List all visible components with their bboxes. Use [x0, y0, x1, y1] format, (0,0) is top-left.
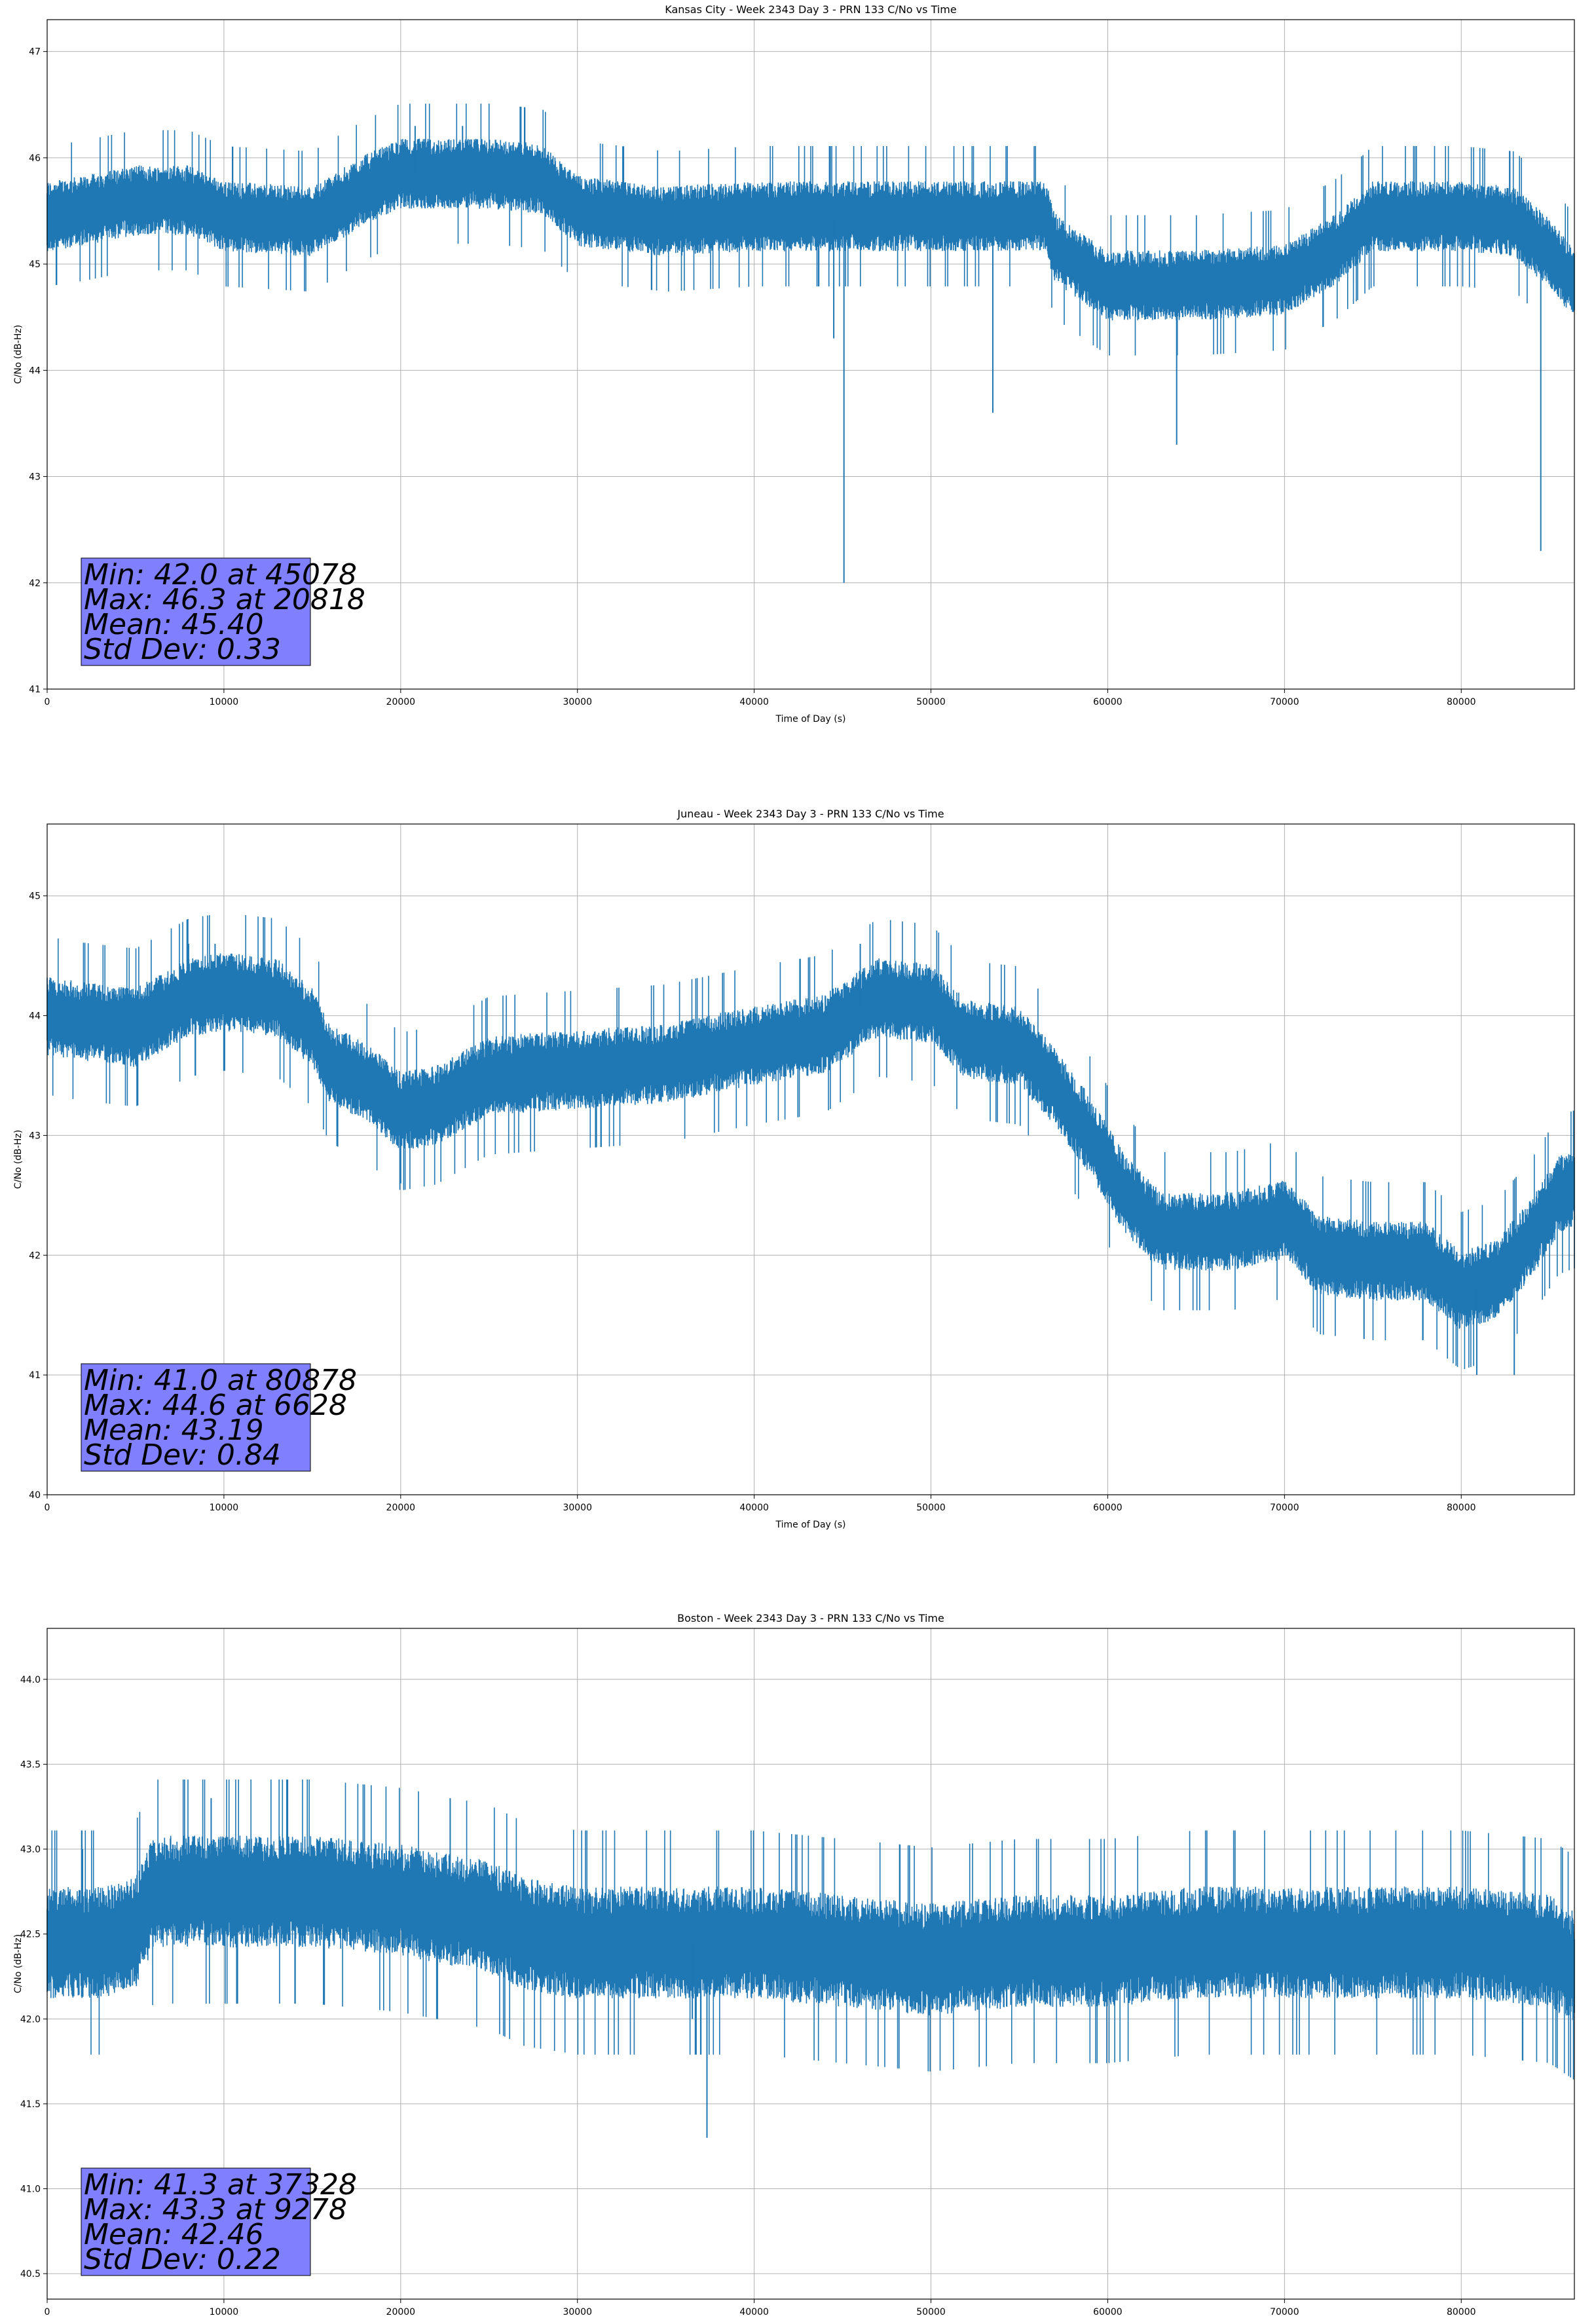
- signal-trace: [46, 1779, 1575, 2080]
- chart-title: Boston - Week 2343 Day 3 - PRN 133 C/No …: [677, 1612, 944, 1624]
- stats-line: Min: 41.0 at 80878: [84, 1364, 357, 1397]
- x-tick-label: 60000: [1093, 2307, 1122, 2317]
- x-tick-label: 10000: [210, 2307, 239, 2317]
- x-tick-label: 40000: [739, 2307, 769, 2317]
- x-tick-label: 80000: [1447, 697, 1476, 707]
- stats-line: Mean: 42.46: [84, 2218, 264, 2251]
- x-tick-label: 20000: [386, 1503, 416, 1513]
- x-tick-label: 20000: [386, 2307, 416, 2317]
- y-tick-label: 43.5: [20, 1759, 41, 1770]
- stats-line: Max: 44.6 at 6628: [84, 1389, 347, 1422]
- x-tick-label: 70000: [1270, 1503, 1299, 1513]
- x-tick-label: 50000: [916, 697, 946, 707]
- x-tick-label: 30000: [563, 2307, 592, 2317]
- stats-line: Min: 42.0 at 45078: [84, 558, 357, 591]
- y-tick-label: 44: [29, 365, 41, 376]
- chart-panel-1: 0 10000 20000 30000 40000 50000 60000 70000 8000…: [13, 3, 1575, 724]
- y-axis-label: C/No (dB-Hz): [13, 1130, 24, 1189]
- stats-line: Std Dev: 0.84: [84, 1438, 281, 1472]
- y-tick-label: 43: [29, 472, 41, 483]
- y-tick-label: 41.0: [20, 2184, 41, 2194]
- chart-title: Juneau - Week 2343 Day 3 - PRN 133 C/No …: [677, 808, 944, 820]
- stats-line: Std Dev: 0.33: [84, 633, 281, 666]
- x-tick-label: 60000: [1093, 697, 1122, 707]
- x-tick-label: 80000: [1447, 1503, 1476, 1513]
- x-tick-label: 0: [45, 2307, 50, 2317]
- axes-frame: [46, 19, 1575, 690]
- stats-box: [81, 1363, 311, 1472]
- x-tick-label: 30000: [563, 1503, 592, 1513]
- y-tick-label: 45: [29, 891, 41, 902]
- chart-title: Kansas City - Week 2343 Day 3 - PRN 133 …: [665, 3, 956, 16]
- y-axis-label: C/No (dB-Hz): [13, 325, 24, 384]
- x-axis-label: Time of Day (s): [775, 714, 846, 724]
- stats-box: [81, 2167, 311, 2276]
- y-tick-label: 44: [29, 1011, 41, 1022]
- chart-panel-3: 0 10000 20000 30000 40000 50000 60000 70000 8000…: [13, 1612, 1575, 2317]
- y-tick-label: 40.5: [20, 2269, 41, 2279]
- y-tick-label: 42: [29, 1250, 41, 1261]
- y-tick-label: 42.0: [20, 2014, 41, 2025]
- x-tick-label: 40000: [739, 1503, 769, 1513]
- chart-panel-2: 0 10000 20000 30000 40000 50000 60000 70000 8000…: [13, 808, 1575, 1530]
- y-tick-label: 45: [29, 259, 41, 270]
- y-tick-label: 43.0: [20, 1845, 41, 1855]
- y-tick-label: 41.5: [20, 2099, 41, 2110]
- stats-box: [81, 557, 311, 666]
- y-tick-label: 41: [29, 1370, 41, 1381]
- x-tick-label: 0: [45, 1503, 50, 1513]
- x-tick-label: 10000: [210, 1503, 239, 1513]
- y-tick-label: 44.0: [20, 1675, 41, 1685]
- stats-line: Mean: 45.40: [84, 608, 264, 641]
- x-tick-label: 70000: [1270, 697, 1299, 707]
- y-tick-label: 42.5: [20, 1930, 41, 1940]
- x-tick-label: 80000: [1447, 2307, 1476, 2317]
- axes-frame: [46, 1628, 1575, 2300]
- stats-line: Min: 41.3 at 37328: [84, 2168, 357, 2202]
- axes-frame: [46, 823, 1575, 1495]
- x-tick-label: 40000: [739, 697, 769, 707]
- x-tick-label: 10000: [210, 697, 239, 707]
- y-tick-label: 46: [29, 153, 41, 164]
- y-axis-label: C/No (dB-Hz): [13, 1934, 24, 1993]
- stats-line: Mean: 43.19: [84, 1414, 264, 1447]
- x-axis-label: Time of Day (s): [775, 1520, 846, 1530]
- signal-trace: [46, 915, 1575, 1370]
- x-tick-label: 60000: [1093, 1503, 1122, 1513]
- x-tick-label: 0: [45, 697, 50, 707]
- y-tick-label: 42: [29, 578, 41, 589]
- stats-line: Max: 46.3 at 20818: [84, 583, 365, 616]
- y-tick-label: 41: [29, 684, 41, 695]
- stats-line: Max: 43.3 at 9278: [84, 2193, 347, 2226]
- x-tick-label: 70000: [1270, 2307, 1299, 2317]
- x-tick-label: 20000: [386, 697, 416, 707]
- x-tick-label: 30000: [563, 697, 592, 707]
- stats-line: Std Dev: 0.22: [84, 2243, 281, 2276]
- x-tick-label: 50000: [916, 1503, 946, 1513]
- y-tick-label: 43: [29, 1131, 41, 1141]
- signal-trace: [46, 103, 1575, 356]
- x-tick-label: 50000: [916, 2307, 946, 2317]
- y-tick-label: 40: [29, 1490, 41, 1501]
- y-tick-label: 47: [29, 47, 41, 58]
